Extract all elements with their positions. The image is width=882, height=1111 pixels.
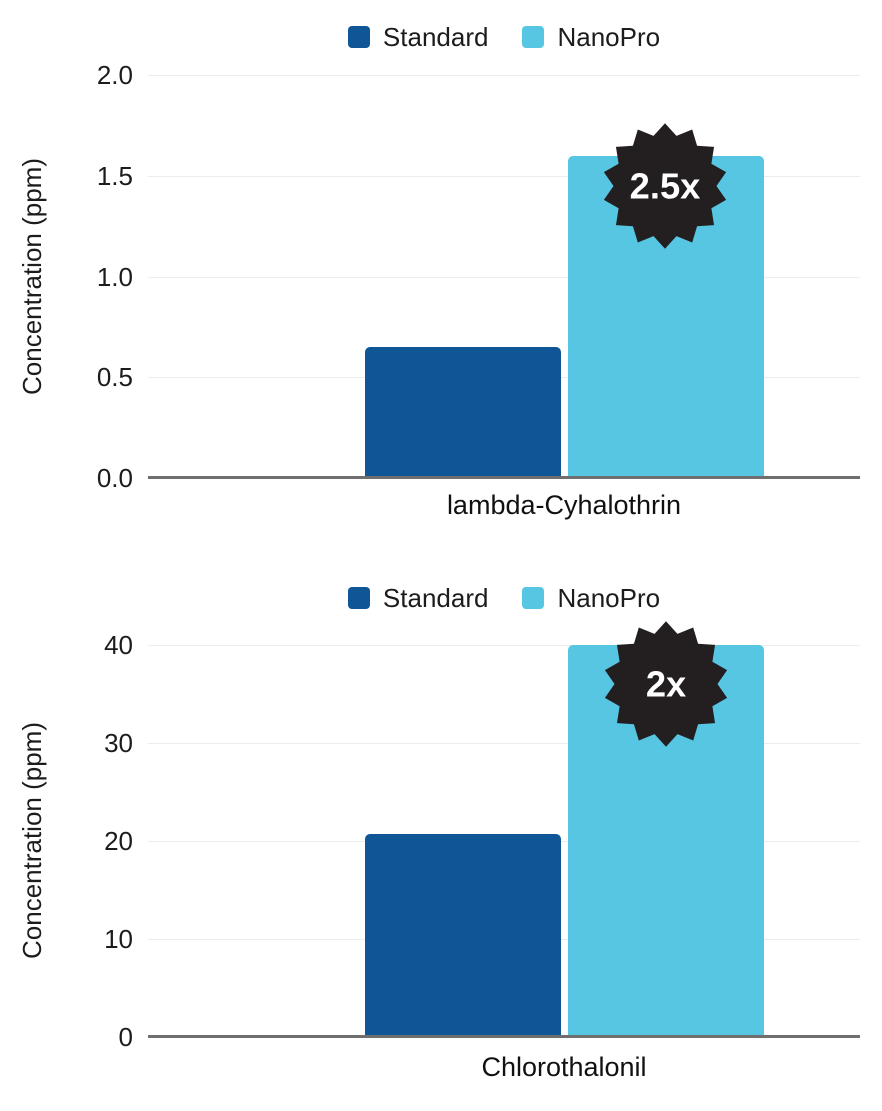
legend: Standard NanoPro xyxy=(148,24,860,50)
y-tick-label: 0 xyxy=(118,1022,133,1052)
bar-standard xyxy=(365,834,561,1037)
multiplier-badge-text: 2.5x xyxy=(630,166,701,207)
starburst-icon xyxy=(603,123,727,249)
legend-label-nanopro: NanoPro xyxy=(557,22,661,52)
x-axis-category-label: lambda-Cyhalothrin xyxy=(446,490,682,520)
y-tick-label: 1.5 xyxy=(96,160,133,191)
y-tick-label: 2.0 xyxy=(96,60,133,90)
gridline xyxy=(148,75,860,76)
multiplier-badge: 2x xyxy=(604,621,728,747)
y-tick-label: 0.5 xyxy=(96,362,133,393)
plot-area: 2x xyxy=(148,621,860,1038)
legend-item-nanopro: NanoPro xyxy=(522,24,660,50)
chart-chlorothalonil: Standard NanoPro Concentration (ppm) 0 10… xyxy=(0,560,882,1111)
gridline xyxy=(148,175,860,177)
nanopro-swatch-icon xyxy=(522,26,545,48)
y-tick-label: 40 xyxy=(104,630,133,660)
y-tick-label: 10 xyxy=(104,924,133,954)
multiplier-badge: 2.5x xyxy=(603,123,727,249)
gridline xyxy=(148,645,860,646)
y-tick-label: 1.0 xyxy=(96,261,133,292)
y-ticks: 0 10 20 30 40 xyxy=(0,632,133,1050)
legend: Standard NanoPro xyxy=(148,585,860,611)
legend-item-standard: Standard xyxy=(347,22,489,52)
gridline xyxy=(148,276,860,278)
y-ticks: 0.0 0.5 1.0 1.5 2.0 xyxy=(0,62,133,491)
y-tick-label: 0.0 xyxy=(96,463,133,493)
legend-item-nanopro: NanoPro xyxy=(522,585,660,611)
standard-swatch-icon xyxy=(347,26,370,48)
legend-label-standard: Standard xyxy=(382,583,489,613)
legend-label-standard: Standard xyxy=(382,22,489,52)
multiplier-badge-text: 2x xyxy=(646,664,686,705)
x-axis-category-label: Chlorothalonil xyxy=(481,1052,647,1082)
nanopro-swatch-icon xyxy=(522,587,545,609)
gridline xyxy=(148,743,860,744)
plot-area: 2.5x xyxy=(148,75,860,479)
y-tick-label: 20 xyxy=(104,826,133,856)
starburst-icon xyxy=(604,621,728,747)
standard-swatch-icon xyxy=(347,587,370,609)
y-tick-label: 30 xyxy=(104,728,133,758)
legend-label-nanopro: NanoPro xyxy=(557,583,661,613)
bar-standard xyxy=(365,347,561,478)
legend-item-standard: Standard xyxy=(347,583,489,613)
chart-lambda-cyhalothrin: Standard NanoPro Concentration (ppm) 0.0… xyxy=(0,0,882,545)
